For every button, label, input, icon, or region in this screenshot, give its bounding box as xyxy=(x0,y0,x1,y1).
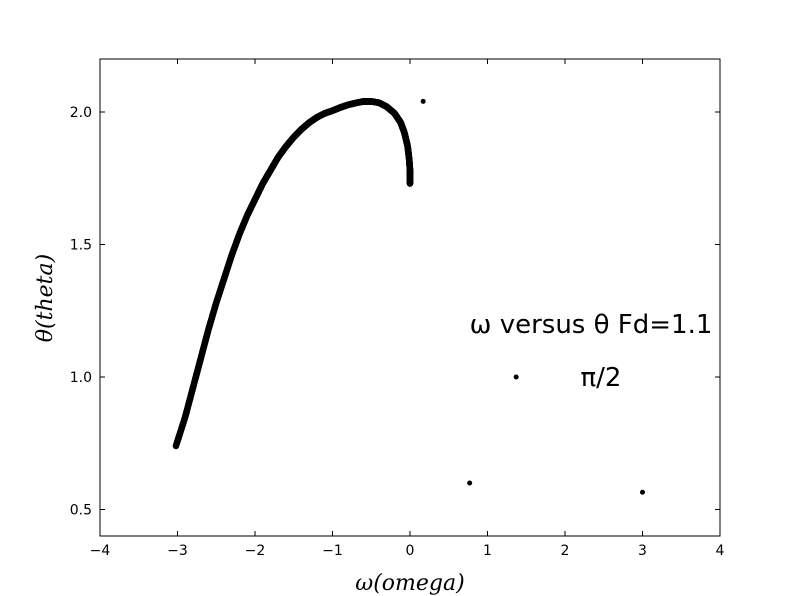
x-tick-label: 2 xyxy=(561,543,570,559)
y-tick-label: 0.5 xyxy=(70,503,92,519)
x-tick-label: −1 xyxy=(322,543,343,559)
isolated-point xyxy=(467,480,473,486)
data-marks xyxy=(172,98,645,495)
x-axis-ticks: −4 −3 −2 −1 0 1 2 3 4 xyxy=(90,59,725,559)
x-tick-label: 1 xyxy=(483,543,492,559)
annotation-text: π/2 xyxy=(581,363,622,393)
x-axis-label: ω(omega) xyxy=(355,571,464,596)
y-axis-label: θ(theta) xyxy=(33,254,58,342)
isolated-point xyxy=(640,489,645,495)
y-tick-label: 2.0 xyxy=(70,105,92,121)
annotations: ω versus θ Fd=1.1 π/2 xyxy=(470,310,713,393)
annotation-text: ω versus θ Fd=1.1 xyxy=(470,310,713,340)
x-tick-label: −3 xyxy=(167,543,188,559)
y-axis-ticks: 0.5 1.0 1.5 2.0 xyxy=(70,105,720,519)
isolated-point xyxy=(513,374,519,380)
x-tick-label: 3 xyxy=(638,543,647,559)
scatter-point xyxy=(406,180,414,187)
x-tick-label: −4 xyxy=(90,543,111,559)
plot-frame xyxy=(99,58,721,537)
isolated-point xyxy=(420,98,426,104)
y-tick-label: 1.0 xyxy=(70,370,92,386)
x-tick-label: 4 xyxy=(716,543,725,559)
x-tick-label: −2 xyxy=(245,543,266,559)
y-tick-label: 1.5 xyxy=(70,238,92,254)
x-tick-label: 0 xyxy=(406,543,415,559)
